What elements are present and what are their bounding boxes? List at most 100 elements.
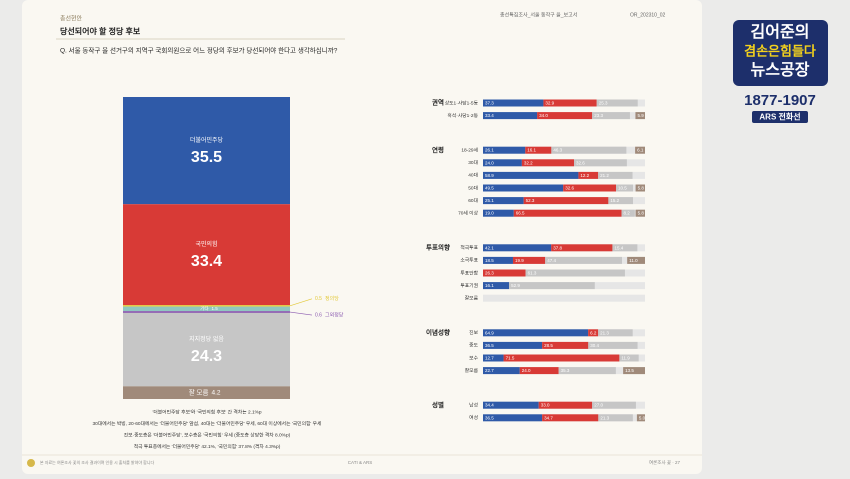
row-label: 여성 bbox=[469, 414, 478, 421]
segment-label: 6.2 bbox=[590, 330, 597, 335]
segment-label: 32.2 bbox=[524, 160, 533, 165]
bar-segment bbox=[621, 209, 635, 217]
row-label: 18-29세 bbox=[461, 146, 478, 153]
leader-line bbox=[289, 311, 313, 316]
segment-label: 35.3 bbox=[561, 368, 570, 373]
row-label: 30대 bbox=[468, 159, 478, 166]
segment-label: 26.1 bbox=[485, 148, 494, 153]
page-title: 당선되어야 할 정당 후보 bbox=[60, 26, 141, 36]
bar-segment bbox=[123, 97, 290, 205]
segment-name: 지지정당 없음 bbox=[189, 335, 224, 343]
bar-segment bbox=[538, 401, 593, 409]
segment-label: 22.7 bbox=[485, 368, 494, 373]
leader-line bbox=[289, 298, 313, 307]
bar-segment bbox=[123, 306, 290, 312]
segment-label: 42.1 bbox=[485, 245, 494, 250]
segment-label: 34.7 bbox=[544, 415, 553, 420]
bar-segment bbox=[635, 146, 645, 154]
segment-label: 32.6 bbox=[565, 185, 574, 190]
note: 30대에서는 박빙, 20·60대에서는 '더불어민주당' 앞섬, 40대는 '… bbox=[93, 420, 322, 427]
bar-segment bbox=[627, 256, 645, 264]
segment-label: 15.4 bbox=[614, 245, 623, 250]
bar-segment bbox=[483, 209, 514, 217]
bar-segment bbox=[483, 282, 510, 290]
bar-segment bbox=[123, 204, 290, 306]
bar-segment bbox=[608, 197, 634, 205]
tag-box bbox=[752, 111, 808, 123]
segment-label: 10.5 bbox=[618, 185, 627, 190]
segment-value: 35.5 bbox=[191, 149, 222, 166]
bar-segment bbox=[483, 159, 522, 167]
group-label: 권역 bbox=[432, 98, 444, 107]
row-track bbox=[483, 294, 645, 302]
segment-label: 8.2 bbox=[624, 211, 631, 216]
bar-segment bbox=[483, 197, 524, 205]
bar-segment bbox=[483, 354, 504, 362]
group-label: 이념성향 bbox=[426, 328, 450, 337]
segment-label: 21.3 bbox=[600, 415, 609, 420]
segment-label: 27.0 bbox=[594, 403, 603, 408]
segment-label: 32.9 bbox=[545, 100, 554, 105]
segment-label: 13.5 bbox=[625, 368, 634, 373]
logo-line2: 겸손은힘들다 bbox=[744, 43, 816, 58]
bar-segment bbox=[542, 341, 589, 349]
segment-name: 잘 모름 bbox=[189, 388, 209, 396]
segment-name: 국민의힘 bbox=[195, 240, 217, 248]
segment-label: 52.3 bbox=[526, 198, 535, 203]
bar-segment bbox=[588, 341, 638, 349]
row-label: 60대 bbox=[468, 197, 478, 204]
bar-segment bbox=[563, 184, 617, 192]
report-name: 총선특집조사_서울 동작구 을_보고서 bbox=[500, 11, 577, 18]
row-label: 보수 bbox=[469, 355, 478, 361]
segment-label: 34.4 bbox=[485, 403, 494, 408]
row-label: 중도 bbox=[469, 343, 478, 349]
group-label: 성별 bbox=[432, 400, 444, 409]
segment-label: 36.5 bbox=[485, 415, 494, 420]
segment-label: 34.0 bbox=[539, 113, 548, 118]
segment-label: 37.3 bbox=[485, 100, 494, 105]
segment-label: 26.3 bbox=[485, 270, 494, 275]
row-label: 투표기권 bbox=[460, 282, 478, 289]
segment-label: 58.9 bbox=[485, 173, 494, 178]
row-label: 잘모름 bbox=[465, 367, 479, 374]
segment-label: 5.8 bbox=[638, 211, 645, 216]
bar-segment bbox=[592, 112, 630, 120]
logo-line1: 김어준의 bbox=[751, 22, 810, 41]
segment-label: 5.9 bbox=[637, 113, 644, 118]
row-label: 남성 bbox=[469, 401, 478, 408]
bar-segment bbox=[545, 256, 622, 264]
segment-value: 0.6 bbox=[315, 312, 322, 318]
segment-name: 더불어민주당 bbox=[190, 136, 224, 144]
bar-segment bbox=[578, 171, 599, 179]
segment-value: 24.3 bbox=[191, 348, 222, 365]
report-code: OR_202310_02 bbox=[630, 12, 666, 18]
segment-label: 16.1 bbox=[485, 283, 494, 288]
bar-segment bbox=[509, 282, 595, 290]
row-label: 적극투표 bbox=[460, 244, 478, 251]
bar-segment bbox=[598, 329, 633, 337]
segment-label: 49.5 bbox=[485, 185, 494, 190]
bar-segment bbox=[635, 209, 645, 217]
segment-label: 33.0 bbox=[541, 403, 550, 408]
segment-label: 52.9 bbox=[511, 283, 520, 288]
segment-label: 19.0 bbox=[485, 211, 494, 216]
bar-segment bbox=[525, 146, 552, 154]
footer-icon bbox=[27, 459, 35, 467]
segment-name: 정의당 bbox=[325, 295, 339, 302]
segment-label: 18.5 bbox=[485, 258, 494, 263]
segment-value: 4.2 bbox=[212, 389, 221, 396]
bar-segment bbox=[525, 269, 625, 277]
bar-segment bbox=[483, 269, 526, 277]
segment-label: 30.4 bbox=[590, 343, 599, 348]
bar-segment bbox=[483, 367, 520, 375]
segment-label: 21.3 bbox=[600, 330, 609, 335]
bar-segment bbox=[551, 146, 627, 154]
note: 진보·중도층은 '더불어민주당', 보수층은 '국민의힘' 우세 (중도층 상당… bbox=[124, 431, 291, 438]
segment-label: 5.8 bbox=[638, 185, 645, 190]
bar-segment bbox=[623, 367, 645, 375]
bar-segment bbox=[483, 146, 526, 154]
segment-label: 11.0 bbox=[629, 258, 638, 263]
bar-segment bbox=[503, 354, 620, 362]
